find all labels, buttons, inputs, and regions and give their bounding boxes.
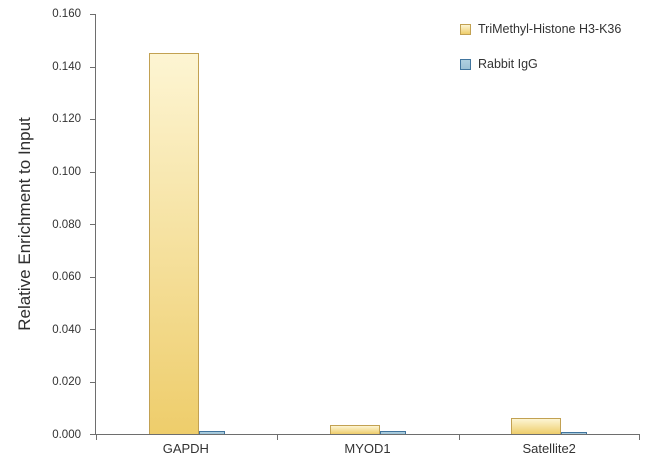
- legend-item-trimethyl-histone-h3-k36: TriMethyl-Histone H3-K36: [460, 22, 646, 36]
- legend-swatch-icon: [460, 58, 471, 70]
- bar-group-myod1: [277, 14, 458, 434]
- y-tick-label-0.080: 0.080: [52, 218, 81, 231]
- x-tick-mark: [458, 434, 460, 440]
- x-category-label-myod1: MYOD1: [344, 441, 391, 456]
- bar-trimethyl-histone-h3-k36-gapdh: [148, 53, 199, 434]
- y-tick-mark: [90, 381, 96, 383]
- y-tick-mark: [90, 276, 96, 278]
- y-tick-mark: [90, 434, 96, 435]
- y-tick-label-0.120: 0.120: [52, 113, 81, 126]
- legend: TriMethyl-Histone H3-K36 Rabbit IgG: [460, 22, 646, 92]
- bar-trimethyl-histone-h3-k36-myod1: [329, 424, 380, 434]
- y-tick-mark: [90, 66, 96, 68]
- y-tick-mark: [90, 224, 96, 225]
- y-tick-mark: [90, 329, 96, 330]
- y-tick-mark: [90, 119, 96, 120]
- bar-rabbit-igg-myod1: [379, 431, 406, 434]
- legend-item-rabbit-igg: Rabbit IgG: [460, 57, 646, 71]
- y-tick-label-0.060: 0.060: [52, 271, 81, 284]
- y-tick-label-0.140: 0.140: [52, 60, 81, 73]
- bar-rabbit-igg-gapdh: [198, 430, 225, 434]
- bar-groups: [96, 14, 640, 434]
- bar-group-satellite2: [459, 14, 640, 434]
- y-tick-label-0.160: 0.160: [52, 8, 81, 20]
- y-tick-mark: [90, 14, 96, 15]
- legend-swatch-icon: [460, 23, 471, 35]
- x-tick-mark: [96, 434, 97, 440]
- y-tick-label-0.100: 0.100: [52, 165, 81, 178]
- bar-group-gapdh: [96, 14, 277, 434]
- x-tick-mark: [277, 434, 279, 440]
- x-tick-mark: [639, 434, 640, 440]
- y-tick-label-0.040: 0.040: [52, 323, 81, 336]
- bar-rabbit-igg-satellite2: [561, 431, 588, 434]
- x-category-label-gapdh: GAPDH: [162, 441, 209, 456]
- legend-label: Rabbit IgG: [478, 57, 538, 71]
- y-tick-mark: [90, 171, 96, 173]
- x-axis-category-labels: GAPDH MYOD1 Satellite2: [95, 441, 640, 456]
- x-category-label-satellite2: Satellite2: [522, 441, 576, 456]
- legend-label: TriMethyl-Histone H3-K36: [478, 22, 622, 36]
- bar-trimethyl-histone-h3-k36-satellite2: [511, 418, 562, 434]
- y-tick-label-0.020: 0.020: [52, 376, 81, 389]
- plot-area: [90, 14, 640, 440]
- y-axis-tick-labels: 0.000 0.020 0.040 0.060 0.080 0.100 0.120 0.140…: [0, 8, 88, 441]
- y-tick-label-0.000: 0.000: [52, 429, 81, 441]
